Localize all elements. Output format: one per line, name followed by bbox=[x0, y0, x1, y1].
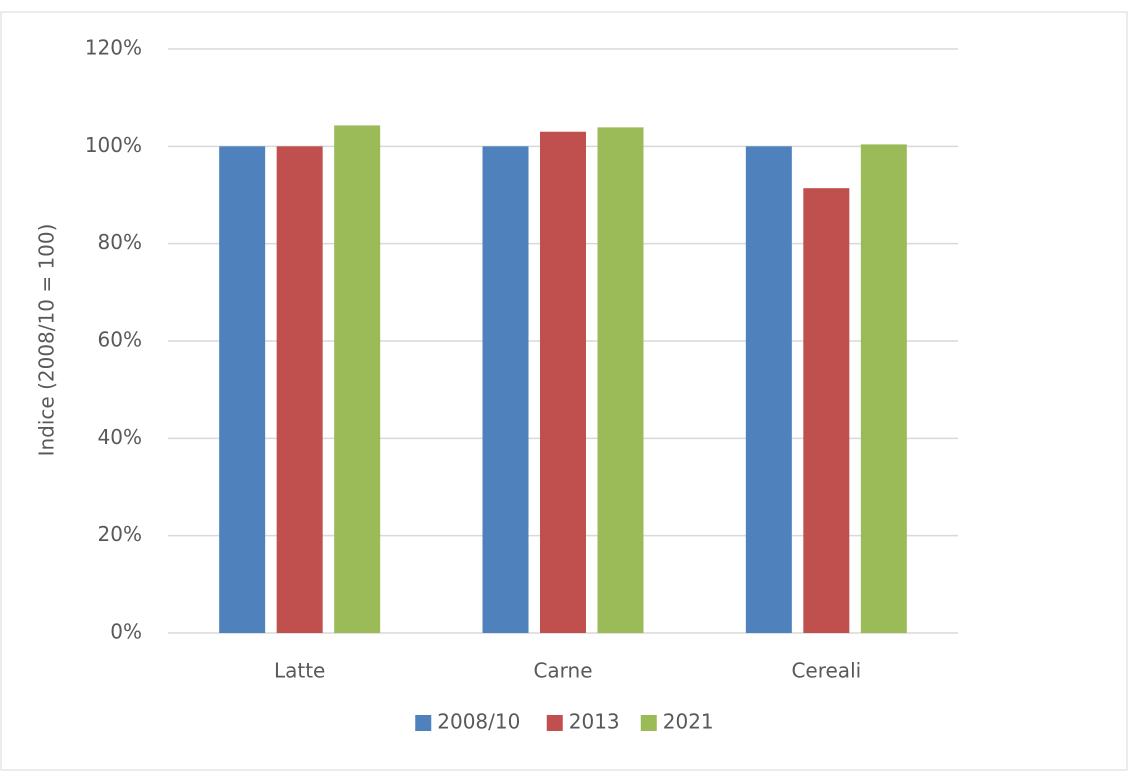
y-tick-label: 120% bbox=[85, 36, 142, 60]
legend-label: 2013 bbox=[569, 710, 620, 734]
chart-border bbox=[0, 11, 1128, 771]
legend-label: 2021 bbox=[663, 710, 714, 734]
legend-swatch bbox=[640, 715, 657, 731]
bar bbox=[803, 188, 850, 634]
x-tick-label: Carne bbox=[533, 659, 592, 683]
y-tick-label: 80% bbox=[98, 230, 142, 254]
legend-swatch bbox=[546, 715, 563, 731]
y-tick-label: 100% bbox=[85, 133, 142, 157]
x-tick-label: Cereali bbox=[791, 659, 861, 683]
legend-label: 2008/10 bbox=[437, 710, 520, 734]
bar bbox=[540, 131, 586, 633]
bar bbox=[334, 125, 381, 633]
y-tick-label: 20% bbox=[98, 522, 142, 546]
y-tick-label: 60% bbox=[98, 328, 142, 352]
bar bbox=[597, 127, 644, 633]
bar bbox=[745, 146, 792, 634]
bar bbox=[482, 146, 529, 634]
bar bbox=[860, 144, 907, 634]
x-tick-label: Latte bbox=[274, 659, 325, 683]
bar bbox=[219, 146, 266, 634]
legend-swatch bbox=[415, 715, 432, 731]
y-axis-label: Indice (2008/10 = 100) bbox=[35, 224, 59, 457]
y-tick-label: 40% bbox=[98, 425, 142, 449]
bar bbox=[276, 146, 323, 634]
y-tick-label: 0% bbox=[110, 620, 142, 644]
